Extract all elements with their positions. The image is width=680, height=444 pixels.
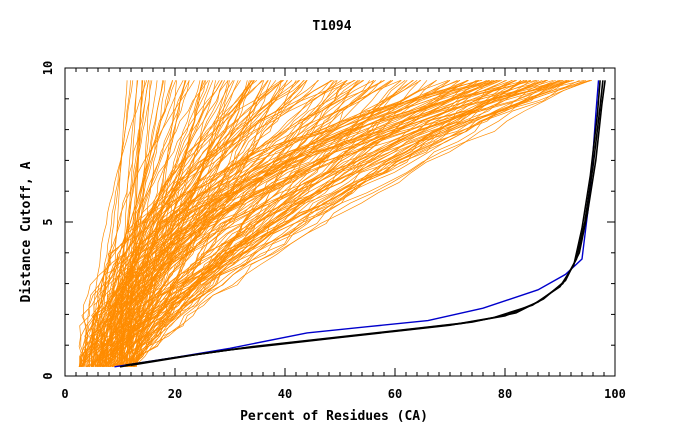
orange-series-line	[97, 79, 525, 368]
orange-series-line	[122, 80, 158, 367]
orange-series-line	[134, 80, 206, 367]
orange-series-line	[120, 80, 139, 367]
orange-series-line	[129, 79, 497, 367]
orange-series-line	[101, 80, 406, 368]
x-tick-label: 0	[61, 387, 68, 401]
orange-series-line	[81, 80, 253, 367]
y-axis-label: Distance Cutoff, A	[19, 161, 34, 302]
orange-series-line	[99, 79, 575, 367]
orange-series-line	[79, 80, 253, 367]
orange-series-line	[91, 79, 480, 367]
orange-series-line	[124, 79, 538, 367]
x-axis-label: Percent of Residues (CA)	[240, 409, 428, 424]
black-series-line	[130, 80, 606, 366]
orange-series-line	[92, 79, 591, 367]
orange-series-line	[119, 79, 592, 367]
orange-series-line	[133, 80, 493, 367]
chart-title: T1094	[312, 19, 351, 34]
orange-series-line	[115, 79, 495, 367]
x-tick-label: 20	[168, 387, 182, 401]
orange-series-line	[84, 79, 333, 367]
orange-series-line	[127, 80, 229, 367]
y-tick-label: 0	[41, 372, 55, 379]
orange-series-line	[91, 79, 356, 367]
orange-series-line	[131, 80, 468, 368]
x-tick-label: 100	[604, 387, 626, 401]
orange-series-line	[131, 80, 177, 367]
highlighted-series	[114, 80, 606, 368]
orange-series-line	[126, 80, 255, 367]
orange-series-line	[120, 79, 513, 367]
orange-series-bundle	[78, 79, 593, 368]
orange-series-line	[89, 80, 264, 367]
orange-series-line	[102, 79, 568, 368]
orange-series-line	[96, 79, 548, 367]
orange-series-line	[100, 79, 573, 367]
x-tick-label: 80	[498, 387, 512, 401]
orange-series-line	[129, 79, 547, 367]
orange-series-line	[81, 80, 173, 367]
orange-series-line	[78, 79, 482, 367]
orange-series-line	[111, 80, 184, 367]
orange-series-line	[80, 80, 149, 367]
orange-series-line	[91, 80, 131, 367]
orange-series-line	[133, 79, 528, 367]
orange-series-line	[104, 80, 174, 367]
y-axis-ticks: 0 5 10	[41, 61, 615, 380]
orange-series-line	[102, 80, 149, 367]
orange-series-line	[122, 79, 580, 367]
orange-series-line	[95, 79, 385, 367]
orange-series-line	[102, 79, 458, 367]
orange-series-line	[92, 79, 561, 367]
orange-series-line	[135, 79, 559, 367]
y-tick-label: 10	[41, 61, 55, 75]
orange-series-line	[116, 79, 590, 367]
x-tick-label: 40	[278, 387, 292, 401]
orange-series-line	[117, 80, 241, 367]
orange-series-line	[128, 80, 347, 368]
orange-series-line	[130, 80, 230, 367]
orange-series-line	[99, 80, 263, 367]
orange-series-line	[133, 79, 479, 367]
y-tick-label: 5	[41, 218, 55, 225]
orange-series-line	[118, 80, 376, 367]
orange-series-line	[113, 80, 392, 367]
orange-series-line	[115, 80, 214, 367]
orange-series-line	[104, 80, 297, 368]
orange-series-line	[100, 80, 393, 367]
orange-series-line	[125, 80, 374, 368]
orange-series-line	[113, 80, 258, 367]
x-tick-label: 60	[388, 387, 402, 401]
orange-series-line	[128, 80, 282, 368]
orange-series-line	[121, 80, 151, 367]
orange-series-line	[135, 80, 451, 367]
orange-series-line	[109, 80, 164, 367]
x-axis-ticks: 0 20 40 60 80 100	[61, 68, 626, 401]
orange-series-line	[90, 80, 148, 367]
